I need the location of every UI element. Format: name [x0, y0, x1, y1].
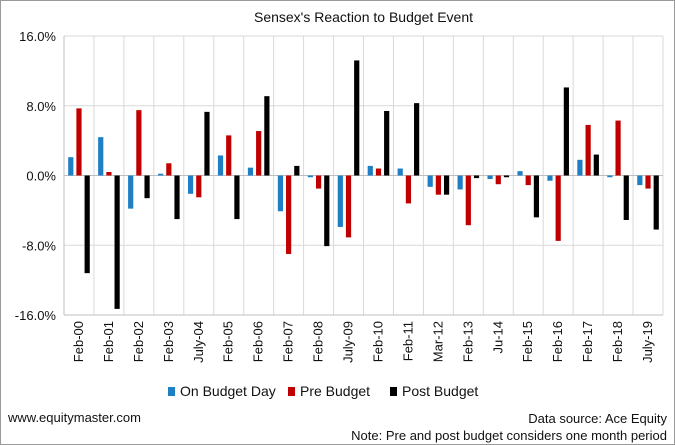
- chart-title: Sensex's Reaction to Budget Event: [254, 9, 473, 25]
- bar-on-budget-day: [128, 175, 134, 209]
- x-tick-label: Feb-18: [610, 321, 625, 362]
- x-tick-label: Feb-10: [370, 321, 385, 362]
- bar-post-budget: [294, 165, 300, 176]
- x-tick-label: Feb-16: [550, 321, 565, 362]
- bar-on-budget-day: [637, 175, 643, 186]
- x-tick-label: Feb-03: [161, 321, 176, 362]
- legend-swatch: [288, 387, 295, 396]
- legend-swatch: [390, 387, 397, 396]
- bar-on-budget-day: [517, 171, 523, 176]
- bar-pre-budget: [585, 124, 591, 176]
- bar-on-budget-day: [547, 175, 553, 181]
- bar-on-budget-day: [367, 165, 373, 176]
- bar-pre-budget: [375, 168, 382, 176]
- x-tick-label: Feb-08: [311, 321, 326, 362]
- bar-on-budget-day: [247, 167, 254, 176]
- bar-post-budget: [174, 175, 180, 220]
- bar-post-budget: [234, 175, 240, 220]
- x-tick-label: Feb-00: [71, 321, 86, 362]
- y-tick-label: 16.0%: [19, 29, 56, 44]
- bar-pre-budget: [645, 175, 651, 189]
- x-tick-label: July-19: [640, 321, 655, 363]
- bar-on-budget-day: [397, 168, 403, 176]
- x-tick-label: Feb-13: [460, 321, 475, 362]
- source-site: www.equitymaster.com: [8, 410, 141, 425]
- bar-pre-budget: [555, 175, 561, 241]
- bar-post-budget: [204, 111, 210, 176]
- bar-post-budget: [443, 175, 450, 195]
- y-tick-label: -8.0%: [22, 238, 56, 253]
- bar-pre-budget: [226, 135, 232, 176]
- bar-on-budget-day: [307, 175, 313, 178]
- bar-on-budget-day: [217, 155, 224, 176]
- bar-pre-budget: [405, 175, 412, 204]
- x-tick-label: Feb-01: [101, 321, 116, 362]
- footer-notes: Data source: Ace Equity Note: Pre and po…: [351, 410, 667, 444]
- bar-on-budget-day: [277, 175, 284, 212]
- bar-pre-budget: [166, 163, 172, 176]
- x-tick-label: Feb-02: [131, 321, 146, 362]
- bar-post-budget: [84, 175, 90, 274]
- bar-pre-budget: [76, 108, 82, 176]
- bar-on-budget-day: [158, 173, 164, 176]
- bar-post-budget: [414, 103, 420, 176]
- y-tick-label: 8.0%: [26, 99, 56, 114]
- bar-pre-budget: [136, 110, 142, 176]
- bar-pre-budget: [465, 175, 471, 226]
- period-note: Note: Pre and post budget considers one …: [351, 428, 667, 443]
- x-tick-label: Feb-15: [520, 321, 535, 362]
- bar-pre-budget: [435, 175, 441, 195]
- bar-post-budget: [384, 110, 390, 176]
- bar-post-budget: [533, 175, 540, 218]
- data-source-note: Data source: Ace Equity: [528, 411, 667, 426]
- bar-post-budget: [623, 175, 629, 220]
- x-tick-label: Feb-07: [281, 321, 296, 362]
- bar-pre-budget: [286, 175, 292, 254]
- bar-on-budget-day: [98, 137, 104, 176]
- bar-on-budget-day: [577, 159, 583, 176]
- legend-label: Pre Budget: [300, 383, 370, 399]
- legend-label: Post Budget: [402, 383, 478, 399]
- bar-post-budget: [114, 175, 120, 309]
- bar-on-budget-day: [487, 175, 493, 179]
- bar-post-budget: [264, 96, 270, 176]
- bar-on-budget-day: [68, 157, 74, 176]
- bar-post-budget: [144, 175, 150, 199]
- bar-post-budget: [354, 60, 360, 176]
- y-tick-label: 0.0%: [26, 169, 56, 184]
- x-tick-label: Mar-12: [430, 321, 445, 362]
- legend-swatch: [168, 387, 175, 396]
- x-tick-label: Feb-17: [580, 321, 595, 362]
- x-tick-label: Feb-05: [221, 321, 236, 362]
- bar-on-budget-day: [187, 175, 194, 194]
- bar-pre-budget: [345, 175, 352, 238]
- bar-pre-budget: [196, 175, 202, 198]
- bar-post-budget: [324, 175, 330, 247]
- x-tick-label: Feb-06: [251, 321, 266, 362]
- bar-post-budget: [593, 154, 599, 176]
- x-tick-label: Feb-11: [400, 321, 415, 361]
- bar-on-budget-day: [457, 175, 463, 190]
- x-tick-label: Ju-14: [490, 321, 505, 354]
- bar-post-budget: [503, 175, 510, 178]
- y-tick-label: -16.0%: [15, 308, 57, 323]
- bar-pre-budget: [615, 120, 621, 176]
- bar-pre-budget: [525, 175, 531, 186]
- bar-post-budget: [563, 87, 569, 176]
- x-tick-label: July-09: [341, 321, 356, 363]
- bar-on-budget-day: [337, 175, 343, 227]
- budget-bar-chart: Sensex's Reaction to Budget Event -16.0% -…: [15, 9, 664, 399]
- x-tick-label: July-04: [191, 321, 206, 363]
- legend-label: On Budget Day: [180, 383, 276, 399]
- bar-post-budget: [473, 175, 480, 179]
- bar-pre-budget: [495, 175, 501, 185]
- bar-on-budget-day: [427, 175, 433, 187]
- bar-pre-budget: [256, 131, 262, 176]
- bar-on-budget-day: [607, 175, 613, 178]
- bar-post-budget: [653, 175, 659, 230]
- bar-pre-budget: [315, 175, 322, 189]
- bar-pre-budget: [106, 172, 112, 176]
